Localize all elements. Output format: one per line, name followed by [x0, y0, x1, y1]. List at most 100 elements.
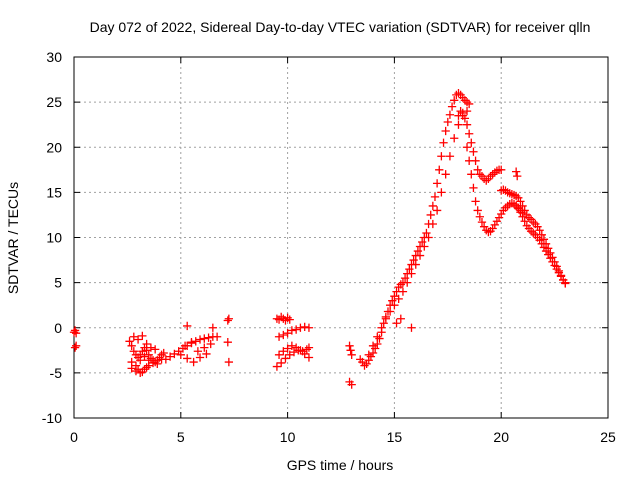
data-point	[394, 294, 403, 304]
data-point	[465, 156, 474, 165]
data-point	[127, 341, 136, 350]
data-point	[195, 335, 205, 344]
data-point	[304, 353, 314, 362]
x-tick-label: 0	[70, 429, 78, 445]
data-point	[445, 110, 455, 119]
data-point	[473, 165, 482, 174]
data-point	[430, 192, 440, 202]
y-tick-label: 5	[54, 275, 62, 291]
data-point	[151, 345, 160, 354]
data-point	[561, 279, 570, 288]
x-tick-label: 10	[280, 429, 296, 445]
data-point	[454, 120, 463, 129]
data-point	[224, 314, 234, 323]
data-point	[443, 117, 452, 127]
data-point	[462, 143, 472, 152]
data-point	[520, 206, 529, 215]
data-point	[432, 206, 442, 215]
data-point	[200, 343, 209, 352]
data-point	[279, 347, 288, 356]
data-point	[465, 129, 474, 138]
data-point	[223, 338, 232, 347]
data-point	[206, 339, 215, 349]
data-point	[274, 332, 284, 341]
grid-lines	[74, 57, 608, 418]
data-point	[291, 325, 301, 334]
series-descent_upper	[454, 107, 506, 185]
series-early	[69, 326, 81, 352]
data-point	[71, 341, 81, 350]
data-point	[390, 292, 399, 301]
data-point	[418, 237, 427, 247]
data-point	[403, 278, 412, 287]
data-point	[377, 323, 386, 332]
data-point	[138, 331, 147, 341]
data-point	[400, 273, 410, 283]
data-point	[136, 356, 145, 365]
data-point	[428, 201, 437, 211]
data-point	[471, 197, 480, 206]
data-point	[477, 218, 487, 227]
data-point	[467, 170, 476, 179]
series-second_hump	[497, 167, 570, 288]
data-point	[170, 349, 179, 359]
data-point	[189, 357, 198, 367]
data-point	[424, 233, 433, 242]
data-point	[296, 323, 305, 332]
data-point	[441, 126, 450, 136]
y-tick-label: -10	[42, 410, 62, 426]
data-point	[195, 353, 205, 362]
data-point	[373, 332, 382, 341]
data-point	[287, 326, 297, 335]
data-point	[347, 380, 356, 389]
data-point	[458, 108, 467, 118]
data-points	[69, 88, 570, 389]
x-axis-label: GPS time / hours	[287, 457, 394, 473]
data-point	[465, 99, 474, 109]
data-point	[165, 352, 175, 361]
data-point	[224, 357, 234, 367]
data-point	[148, 358, 158, 368]
series-cluster_2_4	[125, 331, 168, 378]
y-axis-label: SDTVAR / TECUs	[5, 182, 21, 294]
series-descent_lower	[462, 143, 527, 237]
data-point	[296, 346, 305, 355]
data-point	[191, 337, 200, 346]
data-point	[415, 251, 425, 260]
data-point	[381, 314, 391, 323]
data-point	[281, 354, 290, 363]
data-point	[183, 321, 192, 331]
y-tick-label: 30	[46, 49, 62, 65]
data-point	[413, 246, 423, 256]
data-point	[437, 152, 446, 161]
data-point	[518, 212, 527, 221]
data-point	[539, 235, 549, 244]
series-cluster_4_7	[161, 314, 234, 367]
data-point	[274, 350, 284, 359]
y-tick-label: 15	[46, 184, 62, 200]
data-point	[460, 114, 470, 123]
data-point	[304, 343, 314, 352]
data-point	[142, 363, 151, 372]
data-point	[304, 323, 314, 332]
data-point	[428, 219, 437, 229]
data-point	[513, 171, 522, 181]
data-point	[283, 329, 292, 338]
data-point	[469, 183, 478, 193]
data-point	[129, 332, 138, 341]
data-point	[379, 319, 388, 328]
chart-title: Day 072 of 2022, Sidereal Day-to-day VTE…	[90, 19, 591, 35]
axis-ticks: 0 5 10 15 20 25 -10 -5 0 5 10 15 20 25 30	[42, 49, 616, 445]
data-point	[407, 269, 416, 278]
data-point	[467, 138, 476, 147]
data-point	[200, 334, 209, 343]
data-point	[272, 362, 282, 371]
data-point	[447, 102, 457, 111]
data-point	[396, 314, 405, 323]
data-point	[437, 188, 446, 197]
data-point	[71, 329, 81, 338]
data-point	[180, 341, 190, 350]
data-point	[208, 323, 217, 332]
data-point	[405, 264, 414, 274]
